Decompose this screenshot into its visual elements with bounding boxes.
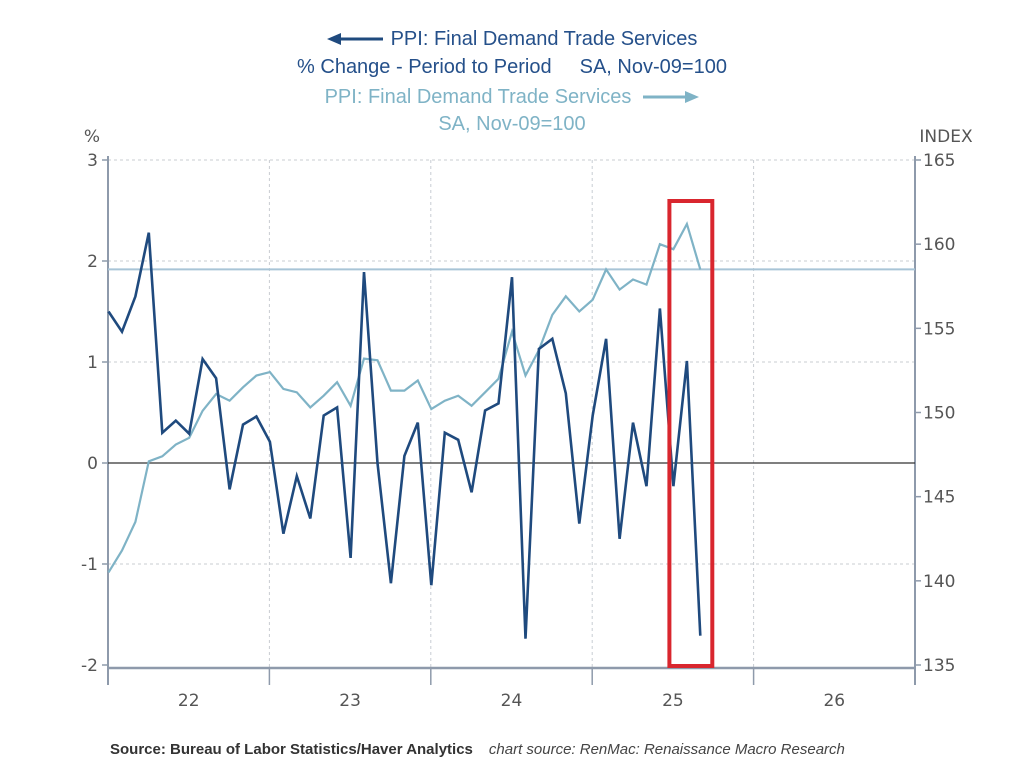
x-tick-label: 22 [178, 691, 200, 711]
source-text: Source: Bureau of Labor Statistics/Haver… [110, 741, 473, 758]
legend-series-dark-basis: SA, Nov-09=100 [579, 56, 727, 78]
legend-series-light-subtitle-row: SA, Nov-09=100 [0, 110, 1024, 138]
legend-series-light-title: PPI: Final Demand Trade Services [324, 86, 632, 108]
legend-series-dark-subtitle-row: % Change - Period to Period SA, Nov-09=10… [0, 53, 1024, 81]
right-tick-label: 150 [923, 404, 955, 424]
legend-series-light: PPI: Final Demand Trade Services [0, 83, 1024, 112]
right-tick-label: 135 [923, 656, 955, 676]
legend-series-dark: PPI: Final Demand Trade Services [0, 25, 1024, 54]
x-tick-label: 24 [501, 691, 523, 711]
legend-series-dark-subtitle: % Change - Period to Period [297, 56, 552, 78]
left-tick-label: -2 [81, 656, 98, 676]
highlight-box [667, 199, 715, 668]
x-tick-label: 26 [823, 691, 845, 711]
overlay [667, 199, 715, 668]
left-arrow-icon [326, 26, 385, 54]
right-tick-label: 140 [923, 572, 955, 592]
footer: Source: Bureau of Labor Statistics/Haver… [110, 741, 845, 758]
right-axis-label: INDEX [919, 127, 973, 147]
x-tick-label: 25 [662, 691, 684, 711]
chart: 3 2 1 0 -1 -2 165 160 155 150 145 140 135% INDEX 22 23 2… [81, 127, 973, 711]
left-axis-label: % [84, 127, 100, 147]
right-arrow-icon [641, 84, 700, 112]
series-line-index [107, 221, 702, 573]
axes: 3 2 1 0 -1 -2 165 160 155 150 145 140 135% INDEX 22 23 2… [81, 127, 973, 711]
right-tick-label: 165 [923, 151, 955, 171]
left-tick-label: 3 [87, 151, 98, 171]
left-tick-label: -1 [81, 555, 98, 575]
right-tick-label: 145 [923, 488, 955, 508]
grid [108, 159, 915, 668]
legend-series-dark-title: PPI: Final Demand Trade Services [390, 28, 698, 50]
right-tick-label: 160 [923, 235, 955, 255]
legend-series-light-subtitle: SA, Nov-09=100 [438, 113, 586, 135]
x-tick-label: 23 [339, 691, 361, 711]
left-tick-label: 2 [87, 252, 98, 272]
series-line-pct-change [107, 232, 702, 639]
series [107, 221, 915, 639]
left-tick-label: 0 [87, 454, 98, 474]
right-tick-label: 155 [923, 319, 955, 339]
left-tick-label: 1 [87, 353, 98, 373]
chart-source-text: chart source: RenMac: Renaissance Macro … [488, 741, 845, 758]
